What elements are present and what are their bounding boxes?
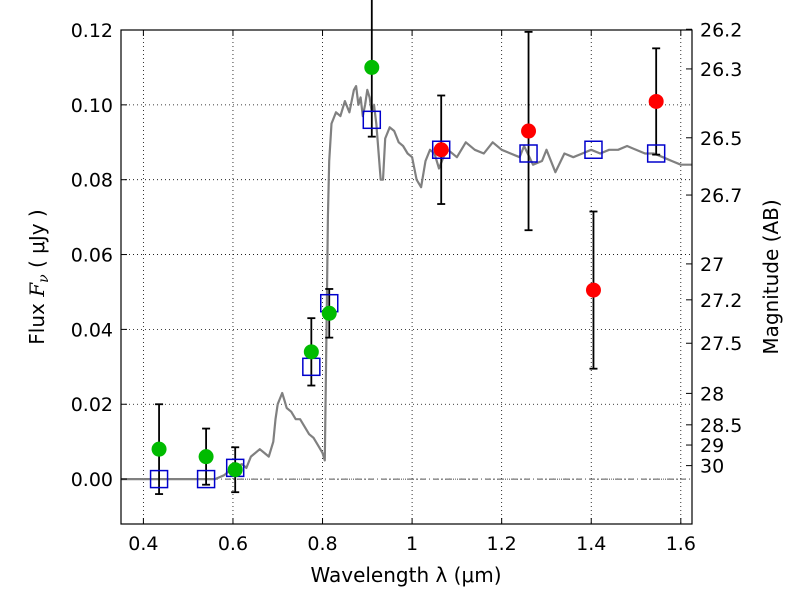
x-tick-label: 1.4 xyxy=(576,533,606,555)
right-tick-label: 26.2 xyxy=(700,19,742,41)
x-tick-label: 1 xyxy=(406,533,418,555)
red-photometry-point xyxy=(433,142,449,158)
right-tick-label: 27 xyxy=(700,254,724,276)
y-tick-label: 0.00 xyxy=(71,469,113,491)
right-tick-label: 27.2 xyxy=(700,290,742,312)
y-tick-label: 0.04 xyxy=(71,319,113,341)
green-photometry-point xyxy=(227,462,243,478)
green-photometry-point xyxy=(321,305,337,321)
right-axis-title: Magnitude (AB) xyxy=(759,199,783,354)
green-photometry-point xyxy=(198,449,214,465)
x-tick-label: 1.2 xyxy=(487,533,517,555)
model-square-marker xyxy=(431,140,451,160)
green-photometry-point xyxy=(151,441,167,457)
x-tick-label: 0.4 xyxy=(128,533,158,555)
red-photometry-point xyxy=(648,93,664,109)
x-axis-title: Wavelength λ (μm) xyxy=(310,563,501,587)
x-tick-label: 0.8 xyxy=(307,533,337,555)
model-square-marker xyxy=(362,110,382,130)
right-tick-label: 27.5 xyxy=(700,333,742,355)
y-tick-label: 0.02 xyxy=(71,394,113,416)
right-tick-label: 28.5 xyxy=(700,415,742,437)
right-tick-label: 26.3 xyxy=(700,59,742,81)
y-tick-label: 0.12 xyxy=(71,20,113,42)
model-square-marker xyxy=(584,140,603,160)
model-square-marker xyxy=(196,469,216,489)
right-tick-label: 26.7 xyxy=(700,185,742,207)
x-axis: 0.4 0.6 0.8 1 1.2 1.4 1.6 xyxy=(128,30,696,555)
green-photometry-point xyxy=(303,344,319,360)
spectrum-layer xyxy=(121,84,692,481)
model-spectrum-line xyxy=(121,84,692,481)
right-tick-label: 30 xyxy=(700,456,724,478)
red-photometry-point xyxy=(585,282,601,298)
model-square-marker xyxy=(149,469,169,489)
x-tick-label: 1.6 xyxy=(666,533,696,555)
y-axis: 0.00 0.02 0.04 0.06 0.08 0.10 0.12 xyxy=(71,20,127,491)
y-axis-title: Flux Fν ( μJy ) xyxy=(25,209,52,344)
green-photometry-point xyxy=(364,59,380,75)
y-tick-label: 0.08 xyxy=(71,170,113,192)
right-tick-label: 26.5 xyxy=(700,128,742,150)
right-tick-label: 29 xyxy=(700,435,724,457)
square-layer xyxy=(149,110,666,489)
model-square-marker xyxy=(519,144,538,163)
plot-frame xyxy=(120,29,693,525)
y-tick-label: 0.06 xyxy=(71,245,113,267)
right-tick-label: 28 xyxy=(700,383,724,405)
x-tick-label: 0.6 xyxy=(218,533,248,555)
model-square-marker xyxy=(646,144,666,163)
y-tick-label: 0.10 xyxy=(71,95,113,117)
errorbar-layer xyxy=(155,0,661,495)
red-photometry-point xyxy=(521,123,537,139)
marker-layer xyxy=(151,59,664,478)
